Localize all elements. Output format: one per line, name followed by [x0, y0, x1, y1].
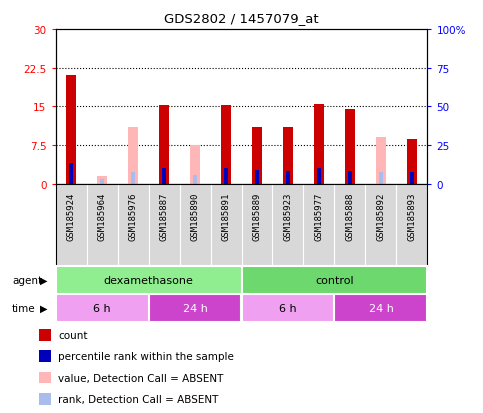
Text: GSM185976: GSM185976 [128, 192, 138, 241]
Bar [242, 294, 334, 322]
Text: GSM185964: GSM185964 [98, 192, 107, 241]
Bar [345, 109, 355, 184]
Text: GSM185892: GSM185892 [376, 192, 385, 241]
Text: GSM185924: GSM185924 [67, 192, 75, 241]
Text: GSM185889: GSM185889 [253, 192, 261, 241]
Bar [242, 266, 427, 294]
Text: ▶: ▶ [40, 303, 47, 313]
Bar [286, 171, 290, 184]
Text: 6 h: 6 h [93, 303, 111, 313]
Bar [255, 171, 259, 184]
Bar [379, 173, 383, 184]
Bar [98, 177, 107, 184]
Bar [221, 105, 231, 184]
Bar [317, 168, 321, 184]
Bar [252, 128, 262, 184]
Bar [190, 146, 199, 184]
Text: value, Detection Call = ABSENT: value, Detection Call = ABSENT [58, 373, 223, 383]
Bar [410, 173, 414, 184]
Text: GSM185890: GSM185890 [190, 192, 199, 241]
Text: GSM185891: GSM185891 [222, 192, 230, 241]
Text: GSM185893: GSM185893 [408, 192, 416, 241]
Text: count: count [58, 330, 87, 340]
Bar [334, 294, 427, 322]
Text: percentile rank within the sample: percentile rank within the sample [58, 351, 234, 361]
Text: GSM185888: GSM185888 [345, 192, 355, 241]
Text: dexamethasone: dexamethasone [103, 275, 194, 285]
Bar [66, 76, 76, 184]
Text: agent: agent [12, 275, 42, 285]
Text: GSM185923: GSM185923 [284, 192, 293, 241]
Bar [376, 138, 385, 184]
Text: time: time [12, 303, 36, 313]
Bar [149, 294, 242, 322]
Bar [100, 180, 104, 184]
Text: control: control [315, 275, 354, 285]
Text: 24 h: 24 h [369, 303, 394, 313]
Text: GSM185977: GSM185977 [314, 192, 324, 241]
Bar [193, 176, 197, 184]
Text: 24 h: 24 h [183, 303, 208, 313]
Bar [159, 105, 169, 184]
Bar [314, 104, 324, 184]
Text: 6 h: 6 h [279, 303, 297, 313]
Text: GSM185887: GSM185887 [159, 192, 169, 241]
Bar [128, 128, 138, 184]
Bar [284, 128, 293, 184]
Bar [131, 173, 135, 184]
Text: ▶: ▶ [40, 275, 47, 285]
Bar [56, 294, 149, 322]
Text: GDS2802 / 1457079_at: GDS2802 / 1457079_at [164, 12, 319, 25]
Bar [69, 164, 73, 184]
Bar [348, 171, 352, 184]
Bar [56, 266, 242, 294]
Bar [407, 140, 417, 184]
Text: rank, Detection Call = ABSENT: rank, Detection Call = ABSENT [58, 394, 218, 404]
Bar [162, 168, 166, 184]
Bar [224, 169, 228, 184]
